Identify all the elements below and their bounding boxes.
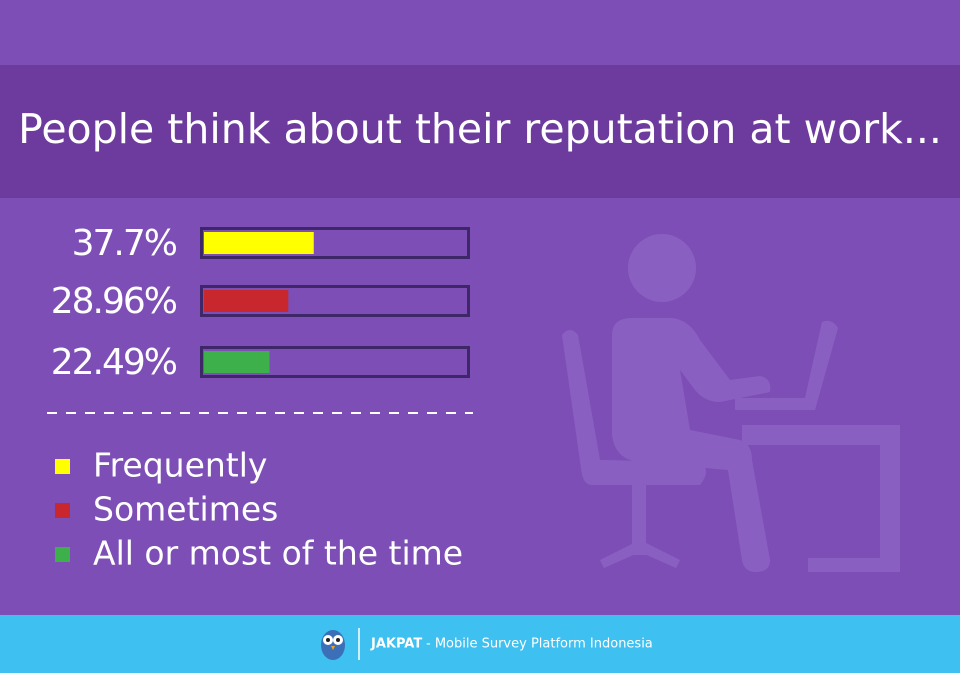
value-label: 22.49% bbox=[51, 342, 177, 383]
chart-title: People think about their reputation at w… bbox=[18, 105, 942, 153]
footer-brand: JAKPAT bbox=[370, 637, 422, 652]
office-silhouette bbox=[562, 234, 900, 572]
owl-logo bbox=[321, 630, 345, 660]
legend-label: All or most of the time bbox=[93, 534, 463, 573]
legend-swatch bbox=[55, 503, 70, 518]
legend-label: Sometimes bbox=[93, 490, 278, 529]
bar-track bbox=[200, 285, 470, 317]
bar-track bbox=[200, 346, 470, 378]
legend-swatch bbox=[55, 459, 70, 474]
footer-tagline: - Mobile Survey Platform Indonesia bbox=[426, 637, 653, 652]
bar bbox=[204, 351, 270, 373]
title-band bbox=[0, 65, 960, 198]
legend-label: Frequently bbox=[93, 446, 267, 485]
bar bbox=[204, 290, 289, 312]
legend-swatch bbox=[55, 547, 70, 562]
bar bbox=[204, 232, 314, 254]
bar-track bbox=[200, 227, 470, 259]
value-label: 37.7% bbox=[72, 223, 177, 264]
footer-band bbox=[0, 615, 960, 673]
value-label: 28.96% bbox=[51, 281, 177, 322]
